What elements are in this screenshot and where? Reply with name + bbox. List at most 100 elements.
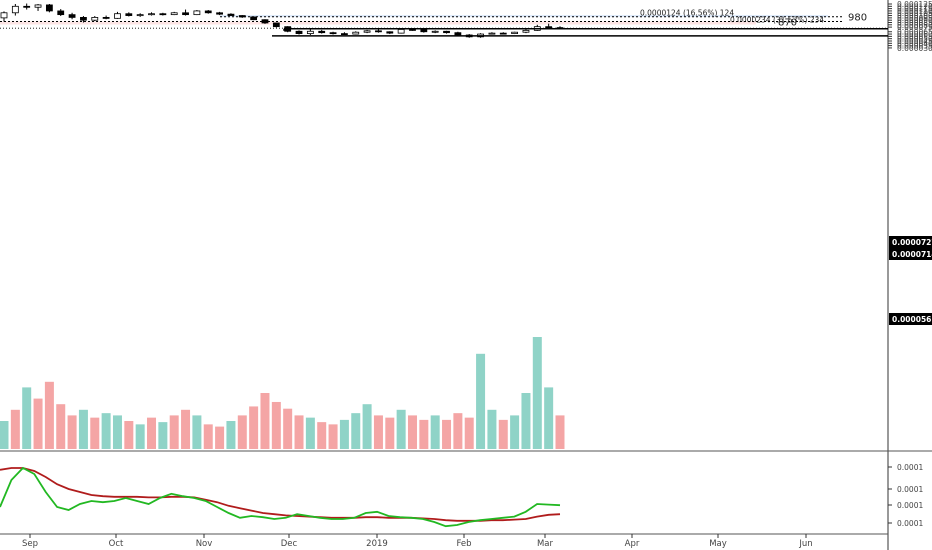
candle-body xyxy=(499,32,507,35)
volume-bar xyxy=(510,415,520,449)
zone-measure-label-lower-target: 0.0000124 (16.56%) 124 xyxy=(640,9,734,18)
volume-bar xyxy=(158,422,168,449)
volume-bar xyxy=(453,413,463,449)
candle-body xyxy=(102,17,110,19)
volume-bar xyxy=(33,398,43,449)
candle-body xyxy=(34,4,42,8)
volume-bar xyxy=(305,417,315,449)
volume-bar xyxy=(203,424,213,449)
candle-body xyxy=(204,10,212,14)
candle-body xyxy=(114,13,121,19)
candle-body xyxy=(216,12,223,15)
volume-bar xyxy=(44,381,54,449)
volume-bar xyxy=(544,387,554,449)
volume-bar xyxy=(237,415,247,449)
candle-body xyxy=(148,13,155,16)
volume-bar xyxy=(419,419,429,449)
time-tick-label: 2019 xyxy=(366,539,388,549)
candle-body xyxy=(261,19,269,24)
volume-bar xyxy=(135,424,145,449)
volume-bar xyxy=(328,424,338,449)
candle-body xyxy=(386,31,394,34)
candle-body xyxy=(522,29,530,33)
volume-bar xyxy=(249,406,259,449)
candle-body xyxy=(272,22,280,28)
volume-bar xyxy=(283,408,293,449)
time-axis: Sep Oct Nov Dec 2019 Feb Mar Apr May Jun xyxy=(22,534,813,549)
candle-body xyxy=(170,12,178,16)
volume-bar xyxy=(0,421,9,449)
candle-body xyxy=(306,30,314,34)
volume-bar xyxy=(124,421,134,449)
zones-layer: 0.0000234 (31.53%) 234 980 0.0000124 (16.5… xyxy=(0,9,888,29)
candle-body xyxy=(91,17,99,21)
volume-bar xyxy=(396,409,406,449)
candle-body xyxy=(511,31,519,34)
volume-bar xyxy=(362,404,372,449)
price-tick-label: 0.0000300 xyxy=(897,44,932,53)
candle-body xyxy=(23,5,31,8)
candle-body xyxy=(125,13,133,16)
volume-bar xyxy=(476,353,486,449)
volume-bar xyxy=(430,415,440,449)
candle-body xyxy=(0,12,8,19)
zone-level-label-upper-target: 980 xyxy=(848,13,867,24)
price-tags: 0.0000727 0.0000714 0.0000561 xyxy=(889,236,932,325)
volume-bar xyxy=(442,419,452,449)
price-tag-label: 0.0000561 xyxy=(892,315,932,324)
candle-body xyxy=(57,10,65,16)
candle-body xyxy=(136,14,144,17)
zone-lower-target xyxy=(0,21,756,25)
candle-body xyxy=(488,32,496,35)
volume-bar xyxy=(67,415,77,449)
time-tick-label: Nov xyxy=(196,539,213,549)
price-tag-label: 0.0000727 xyxy=(892,238,932,247)
volume-bar xyxy=(373,415,383,449)
volume-bar xyxy=(498,419,508,449)
volume-bar xyxy=(555,415,565,449)
volume-bar xyxy=(385,417,395,449)
volume-bar xyxy=(487,409,497,449)
candle-body xyxy=(375,30,382,33)
volume-bar xyxy=(464,417,474,449)
time-tick-label: Jun xyxy=(798,539,812,549)
candle-body xyxy=(68,14,76,18)
osc-tick-label: 0.0001 xyxy=(897,485,923,494)
candle-body xyxy=(238,15,246,18)
volume-bar xyxy=(294,415,304,449)
candle-body xyxy=(420,29,428,33)
price-tag-bg xyxy=(889,236,932,248)
time-tick-label: May xyxy=(709,539,727,549)
volume-bar xyxy=(56,404,66,449)
volume-layer xyxy=(0,337,565,449)
time-tick-label: Feb xyxy=(456,539,471,549)
oscillator-layer: 0.0001 0.0001 0.0001 0.0001 xyxy=(0,463,923,528)
time-tick-label: Apr xyxy=(625,539,640,549)
candle-body xyxy=(454,32,462,36)
volume-bar xyxy=(169,415,179,449)
price-tag-bg xyxy=(889,313,932,325)
price-axis: 0.00012500.00012000.00011500.00011000.00… xyxy=(888,0,932,53)
candles-layer xyxy=(0,3,564,38)
time-tick-label: Dec xyxy=(281,539,298,549)
candle-body xyxy=(397,29,405,34)
zone-upper-target xyxy=(220,15,828,17)
candle-body xyxy=(431,30,439,33)
osc-tick-label: 0.0001 xyxy=(897,501,923,510)
candle-body xyxy=(227,13,235,16)
volume-bar xyxy=(260,393,270,449)
